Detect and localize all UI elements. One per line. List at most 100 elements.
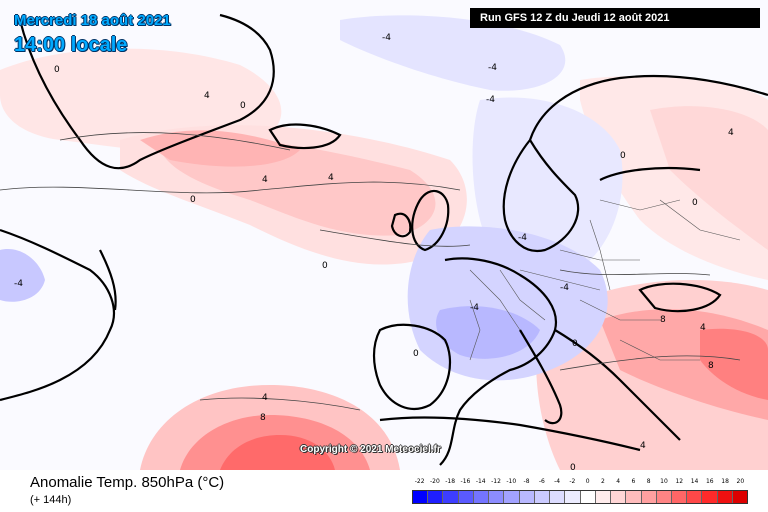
anomaly-contours <box>0 132 741 411</box>
contour-label: 0 <box>692 198 698 208</box>
color-scale-swatch <box>671 491 688 503</box>
coastlines <box>0 13 768 466</box>
contour-label: 0 <box>240 101 246 111</box>
color-scale-swatch <box>413 491 429 503</box>
cold-region-alps-core <box>436 306 540 359</box>
color-scale-swatch <box>534 491 551 503</box>
color-scale-swatch <box>458 491 474 503</box>
anomaly-map: 0 0 0 0 0 0 0 0 0 4 4 4 4 4 4 4 -4 -4 -4… <box>0 13 768 470</box>
color-scale-tick-label: 10 <box>660 478 668 485</box>
coast-uk <box>411 189 450 252</box>
color-scale-tick-label: 8 <box>646 478 651 485</box>
coast-iceland <box>268 123 342 150</box>
contour-label: -4 <box>14 279 23 289</box>
color-scale-swatch <box>595 491 612 503</box>
coast-baltic <box>599 166 701 181</box>
coast-iberia <box>372 323 452 410</box>
color-scale-tick-label: -6 <box>538 478 545 485</box>
color-scale-swatch <box>565 491 581 503</box>
color-scale-labels: -22 -20 -18 -16 -14 -12 -10 -8 -6 -4 -2 0 2 4 6 8 10 12 14… <box>412 478 748 488</box>
color-scale-swatch <box>641 491 657 503</box>
contour-label: -4 <box>488 63 497 73</box>
cold-region-newfoundland <box>0 249 45 302</box>
color-scale-swatch <box>504 491 520 503</box>
color-scale-tick-label: -8 <box>523 478 530 485</box>
color-scale-tick-label: 6 <box>631 478 636 485</box>
color-scale-tick-label: 2 <box>600 478 605 485</box>
color-scale-tick-label: -2 <box>569 478 576 485</box>
color-scale-tick-label: -22 <box>414 478 425 485</box>
contour-label: -4 <box>560 283 569 293</box>
contour-label: 4 <box>700 323 706 333</box>
contour-label: 4 <box>262 175 268 185</box>
contour-label: -4 <box>470 303 479 313</box>
contour-label: 8 <box>260 413 266 423</box>
coast-labrador <box>99 249 117 311</box>
warm-region-russia <box>650 106 768 250</box>
country-borders <box>469 199 741 361</box>
coast-ireland <box>390 212 412 238</box>
contour-label: 0 <box>570 463 576 470</box>
contour-label: 0 <box>322 261 328 271</box>
color-scale-tick-label: -20 <box>430 478 440 485</box>
color-scale-swatch <box>473 491 490 503</box>
contour-label: 4 <box>728 128 734 138</box>
coast-scandinavia <box>502 74 768 253</box>
forecast-date: Mercredi 18 août 2021 <box>14 12 171 29</box>
contour-label: 8 <box>660 315 666 325</box>
color-scale-swatch <box>489 491 505 503</box>
contour-label: 4 <box>204 91 210 101</box>
color-scale-tick-label: 18 <box>721 478 729 485</box>
legend-title: Anomalie Temp. 850hPa (°C) <box>30 474 225 491</box>
contour-label: -4 <box>382 33 391 43</box>
contour-label: 0 <box>572 339 578 349</box>
contour-label: 0 <box>620 151 626 161</box>
color-scale-tick-label: 12 <box>675 478 684 485</box>
color-scale-tick-label: -10 <box>506 478 517 485</box>
contour-label: 0 <box>54 65 60 75</box>
color-scale-tick-label: -14 <box>475 478 486 485</box>
color-scale-swatch <box>550 491 566 503</box>
color-scale-tick-label: 0 <box>585 478 590 485</box>
color-scale-bar <box>412 490 748 504</box>
color-scale-tick-label: 16 <box>705 478 714 485</box>
color-scale-swatch <box>732 491 748 503</box>
contour-label: 0 <box>413 349 419 359</box>
color-scale-swatch <box>687 491 703 503</box>
forecast-time: 14:00 locale <box>14 34 128 56</box>
warm-region-south-hot <box>220 435 335 470</box>
color-scale-tick-label: -4 <box>554 478 561 485</box>
contour-labels: 0 0 0 0 0 0 0 0 0 4 4 4 4 4 4 4 -4 -4 -4… <box>14 33 734 470</box>
color-scale-tick-label: 4 <box>616 478 621 485</box>
color-scale-tick-label: -16 <box>460 478 471 485</box>
color-scale-tick-label: 20 <box>736 478 745 485</box>
warm-region-east-hot <box>700 328 768 400</box>
cold-anomaly-regions <box>0 15 623 381</box>
cold-region-north-sea <box>340 15 566 91</box>
contour-label: 4 <box>262 393 268 403</box>
coast-europe <box>439 257 681 466</box>
legend-subtitle: (+ 144h) <box>30 494 72 506</box>
coast-north-africa <box>379 416 641 452</box>
contour-label: 8 <box>708 361 714 371</box>
color-scale-swatch <box>656 491 672 503</box>
color-scale-swatch <box>443 491 459 503</box>
color-scale-tick-label: -12 <box>491 478 501 485</box>
coast-greenland <box>18 13 275 170</box>
coast-black-sea <box>638 282 722 313</box>
contour-label: 4 <box>640 441 646 451</box>
color-scale-swatch <box>519 491 535 503</box>
model-run-label: Run GFS 12 Z du Jeudi 12 août 2021 <box>470 8 760 28</box>
warm-region-north-core <box>140 130 300 167</box>
contour-label: -4 <box>518 233 527 243</box>
contour-label: 4 <box>328 173 334 183</box>
copyright-text: Copyright © 2021 Meteociel.fr <box>300 444 441 455</box>
contour-label: -4 <box>486 95 495 105</box>
color-scale-swatch <box>702 491 718 503</box>
coast-italy <box>519 329 563 425</box>
color-scale-swatch <box>428 491 444 503</box>
warm-anomaly-regions <box>0 48 768 470</box>
color-scale-tick-label: -18 <box>445 478 456 485</box>
color-scale-swatch <box>717 491 733 503</box>
color-scale-tick-label: 14 <box>690 478 699 485</box>
